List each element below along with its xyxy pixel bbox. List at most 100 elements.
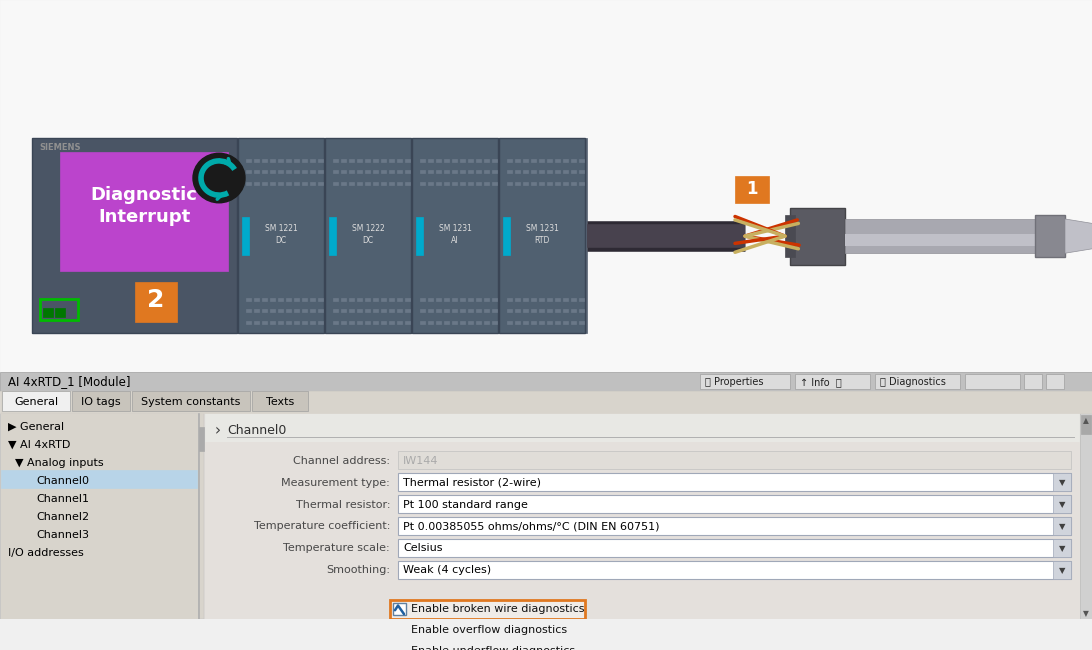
- Bar: [555, 298, 560, 301]
- Bar: [262, 298, 268, 301]
- Bar: [270, 321, 275, 324]
- Bar: [278, 309, 283, 312]
- Bar: [357, 170, 363, 174]
- Text: Channel3: Channel3: [36, 530, 90, 540]
- Bar: [875, 374, 960, 389]
- Bar: [302, 309, 307, 312]
- Bar: [393, 623, 406, 636]
- Bar: [72, 391, 130, 411]
- Bar: [547, 170, 551, 174]
- Bar: [579, 159, 584, 162]
- Bar: [397, 561, 1071, 579]
- Bar: [539, 309, 544, 312]
- Bar: [381, 309, 385, 312]
- Bar: [318, 298, 323, 301]
- Bar: [349, 309, 354, 312]
- Text: Channel address:: Channel address:: [293, 456, 390, 466]
- Bar: [365, 321, 370, 324]
- Bar: [341, 321, 346, 324]
- Bar: [563, 159, 568, 162]
- Bar: [571, 182, 575, 185]
- Bar: [547, 298, 551, 301]
- Bar: [476, 298, 480, 301]
- Text: 1: 1: [746, 179, 758, 198]
- Text: System constants: System constants: [141, 396, 240, 407]
- Bar: [349, 321, 354, 324]
- Bar: [310, 309, 314, 312]
- Bar: [405, 182, 410, 185]
- Text: RTD: RTD: [534, 237, 549, 245]
- Text: ▼: ▼: [1059, 522, 1066, 531]
- Bar: [484, 182, 489, 185]
- Bar: [444, 182, 449, 185]
- Bar: [405, 309, 410, 312]
- Bar: [294, 182, 299, 185]
- Bar: [539, 170, 544, 174]
- Bar: [270, 182, 275, 185]
- Bar: [341, 309, 346, 312]
- Bar: [246, 159, 251, 162]
- Bar: [468, 298, 473, 301]
- Bar: [428, 182, 434, 185]
- Bar: [365, 309, 370, 312]
- Bar: [1081, 415, 1091, 434]
- Text: Interrupt: Interrupt: [98, 208, 190, 226]
- Bar: [333, 309, 339, 312]
- Bar: [1053, 517, 1071, 535]
- Text: ▶ General: ▶ General: [8, 421, 64, 432]
- Bar: [579, 321, 584, 324]
- Bar: [492, 159, 497, 162]
- Text: Texts: Texts: [265, 396, 294, 407]
- Bar: [579, 309, 584, 312]
- Text: Diagnostic: Diagnostic: [91, 186, 198, 204]
- Bar: [270, 298, 275, 301]
- Bar: [393, 645, 406, 650]
- Bar: [436, 309, 441, 312]
- Bar: [420, 321, 425, 324]
- Text: Channel0: Channel0: [36, 476, 90, 486]
- Text: ▼: ▼: [1059, 566, 1066, 575]
- Bar: [349, 159, 354, 162]
- Bar: [0, 0, 1092, 376]
- Bar: [278, 321, 283, 324]
- Bar: [785, 215, 795, 257]
- Bar: [563, 309, 568, 312]
- Bar: [262, 170, 268, 174]
- Bar: [318, 321, 323, 324]
- Bar: [262, 159, 268, 162]
- Bar: [571, 159, 575, 162]
- Bar: [341, 298, 346, 301]
- Bar: [393, 603, 406, 615]
- Bar: [460, 182, 465, 185]
- Bar: [555, 309, 560, 312]
- Bar: [286, 170, 290, 174]
- Bar: [436, 159, 441, 162]
- Bar: [381, 321, 385, 324]
- Bar: [252, 391, 308, 411]
- Bar: [397, 321, 402, 324]
- Bar: [302, 182, 307, 185]
- Text: ▼: ▼: [1059, 500, 1066, 509]
- Bar: [389, 321, 394, 324]
- Bar: [539, 159, 544, 162]
- Bar: [1053, 539, 1071, 557]
- Bar: [302, 159, 307, 162]
- Bar: [381, 182, 385, 185]
- Bar: [452, 182, 456, 185]
- Text: ▼ AI 4xRTD: ▼ AI 4xRTD: [8, 439, 70, 450]
- Bar: [503, 217, 510, 255]
- Bar: [539, 298, 544, 301]
- Bar: [302, 321, 307, 324]
- Bar: [333, 182, 339, 185]
- Text: ▼: ▼: [1059, 478, 1066, 488]
- Bar: [325, 138, 411, 333]
- Bar: [507, 321, 512, 324]
- Bar: [468, 321, 473, 324]
- Bar: [365, 159, 370, 162]
- Bar: [507, 309, 512, 312]
- Bar: [515, 298, 520, 301]
- Bar: [845, 234, 1045, 246]
- Bar: [460, 159, 465, 162]
- Bar: [397, 309, 402, 312]
- Bar: [1053, 561, 1071, 579]
